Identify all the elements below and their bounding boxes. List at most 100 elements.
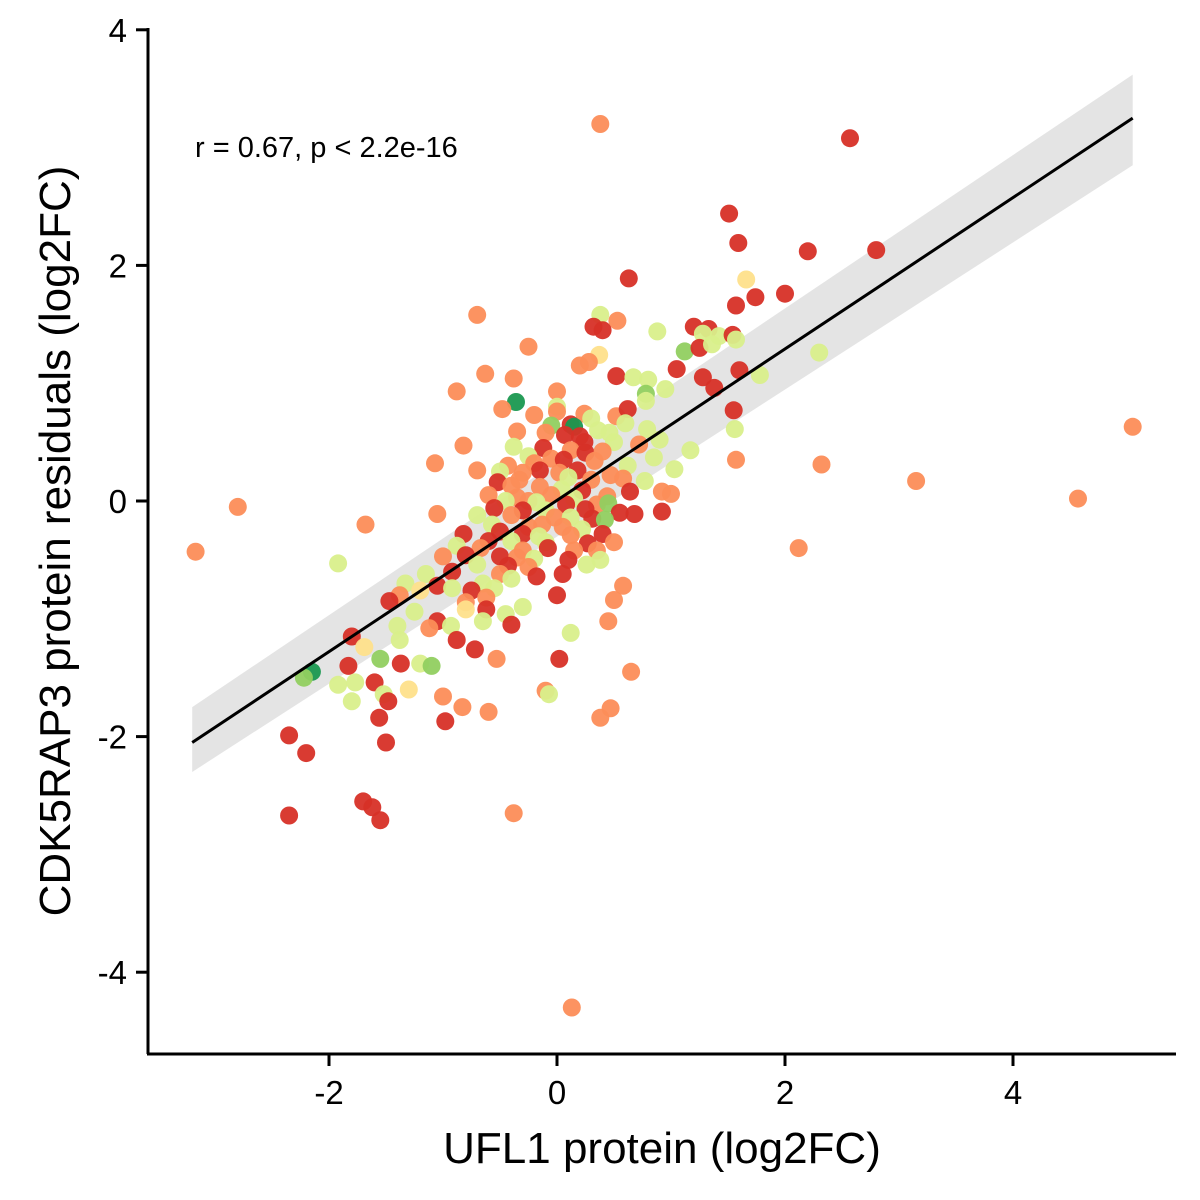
data-point: [536, 423, 555, 442]
data-point: [812, 455, 831, 474]
data-point: [363, 798, 382, 817]
data-point: [530, 461, 549, 480]
data-point: [465, 640, 484, 659]
data-point: [456, 600, 475, 619]
data-point: [355, 638, 374, 657]
data-point: [595, 510, 614, 529]
data-point: [329, 554, 348, 573]
data-point: [399, 680, 418, 699]
data-point: [724, 401, 743, 420]
data-point: [485, 499, 504, 518]
data-point: [371, 649, 390, 668]
data-point: [513, 598, 532, 616]
data-point: [420, 619, 439, 638]
data-point: [665, 460, 684, 479]
data-point: [297, 744, 316, 763]
data-point: [607, 367, 626, 386]
data-point: [656, 380, 675, 399]
data-point: [610, 503, 629, 522]
x-tick-label: 4: [1004, 1074, 1022, 1111]
data-point: [662, 484, 680, 503]
data-point: [605, 533, 623, 552]
data-point: [591, 550, 610, 569]
data-point: [329, 675, 348, 694]
data-point: [559, 550, 578, 569]
points-layer: [186, 115, 1142, 1017]
data-point: [525, 406, 544, 424]
data-point: [667, 360, 686, 379]
data-point: [561, 526, 580, 545]
y-tick-label: 4: [109, 12, 127, 49]
data-point: [540, 685, 558, 704]
data-point: [907, 472, 926, 490]
data-point: [622, 662, 641, 681]
data-point: [508, 422, 527, 441]
data-point: [380, 592, 399, 611]
data-point: [652, 502, 671, 521]
data-point: [841, 129, 859, 148]
y-tick-label: -4: [98, 954, 127, 991]
data-point: [436, 712, 455, 731]
data-point: [453, 698, 472, 717]
data-point: [504, 804, 523, 823]
data-point: [593, 321, 612, 340]
data-point: [428, 505, 447, 523]
data-point: [1123, 417, 1142, 436]
data-point: [454, 436, 473, 455]
x-tick-label: -2: [314, 1074, 343, 1111]
confidence-band: [192, 74, 1133, 772]
data-point: [502, 506, 521, 525]
data-point: [388, 616, 407, 635]
data-point: [468, 555, 487, 574]
data-point: [473, 612, 492, 631]
data-point: [538, 539, 557, 558]
data-point: [186, 542, 205, 561]
data-point: [619, 269, 638, 288]
data-point: [377, 733, 395, 752]
axes-layer: [146, 28, 1176, 1056]
data-point: [379, 692, 398, 711]
data-point: [370, 708, 389, 727]
data-point: [434, 687, 452, 706]
data-point: [624, 368, 643, 387]
annotation-text: r = 0.67, p < 2.2e-16: [195, 132, 458, 164]
data-point: [476, 364, 495, 383]
data-point: [550, 649, 569, 668]
data-point: [228, 497, 247, 516]
confidence-band-layer: [192, 74, 1133, 772]
data-point: [371, 811, 390, 830]
data-point: [442, 616, 460, 635]
y-tick-label: 0: [109, 483, 127, 520]
data-point: [548, 402, 566, 421]
data-point: [416, 565, 435, 583]
regression-line-layer: [191, 116, 1134, 744]
data-point: [356, 515, 375, 534]
data-point: [625, 505, 644, 523]
data-point: [693, 368, 712, 387]
data-point: [1069, 489, 1087, 508]
data-point: [577, 555, 596, 574]
data-point: [447, 382, 466, 401]
data-point: [810, 343, 829, 362]
data-point: [339, 656, 358, 675]
data-point: [608, 311, 627, 330]
data-point: [504, 437, 523, 456]
data-point: [591, 708, 610, 727]
data-point: [561, 623, 580, 642]
x-ticks-layer: -2 0 2 4: [314, 1054, 1022, 1111]
data-point: [648, 322, 667, 341]
data-point: [519, 337, 538, 356]
data-point: [422, 656, 441, 675]
data-point: [638, 420, 657, 439]
data-point: [635, 472, 654, 490]
data-point: [776, 284, 794, 303]
data-point: [867, 241, 886, 260]
y-tick-label: -2: [98, 719, 127, 756]
y-tick-label: 2: [109, 247, 127, 284]
data-point: [447, 631, 466, 649]
data-point: [725, 420, 744, 439]
data-point: [675, 342, 694, 361]
data-point: [798, 242, 817, 261]
data-point: [390, 631, 409, 649]
